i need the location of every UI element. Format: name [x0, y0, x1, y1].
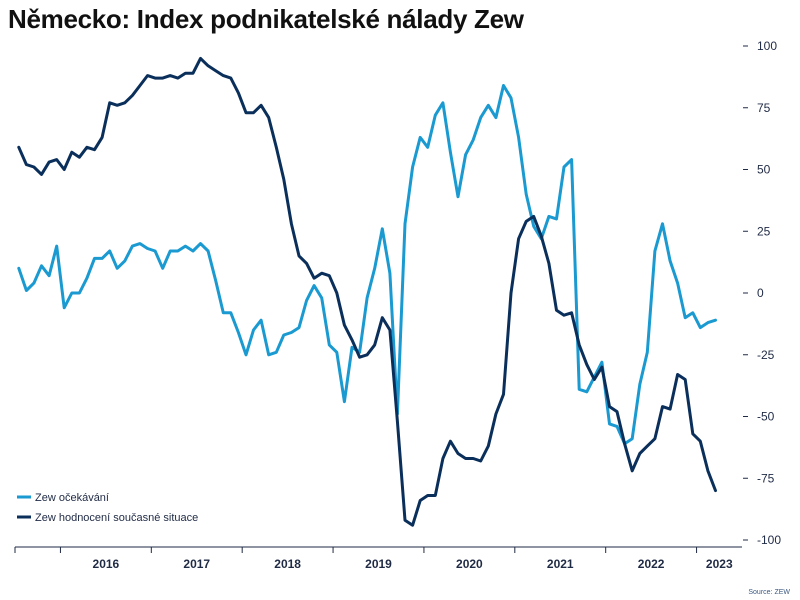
y-tick-label: -75 [757, 471, 775, 485]
axis-layer: 100 75 50 25 0 -25 -50 -75 -100 2016 2017 2018 2019 2… [14, 39, 781, 571]
legend-label: Zew očekávání [35, 492, 109, 504]
x-tick-label: 2021 [547, 557, 574, 571]
x-tick-label: 2016 [93, 557, 120, 571]
y-tick-label: 50 [757, 163, 771, 177]
legend-label: Zew hodnocení současné situace [35, 512, 198, 524]
y-tick-label: 75 [757, 101, 771, 115]
x-tick-label: 2023 [706, 557, 733, 571]
source-note: Source: ZEW [748, 589, 790, 596]
x-tick-label: 2020 [456, 557, 483, 571]
y-tick-label: -25 [757, 348, 775, 362]
series-layer [17, 56, 717, 527]
x-tick-label: 2019 [365, 557, 392, 571]
y-tick-label: 100 [757, 39, 777, 53]
x-tick-label: 2018 [274, 557, 301, 571]
x-tick-label: 2022 [638, 557, 665, 571]
series-line-current-situation [17, 56, 717, 527]
y-tick-label: -100 [757, 533, 781, 547]
y-tick-label: 0 [757, 286, 764, 300]
y-tick-label: -50 [757, 410, 775, 424]
y-tick-label: 25 [757, 224, 771, 238]
x-tick-label: 2017 [183, 557, 210, 571]
series-line-expectations [17, 84, 717, 446]
chart-title: Německo: Index podnikatelské nálady Zew [8, 4, 524, 34]
legend: Zew očekávání Zew hodnocení současné situ… [17, 492, 198, 524]
